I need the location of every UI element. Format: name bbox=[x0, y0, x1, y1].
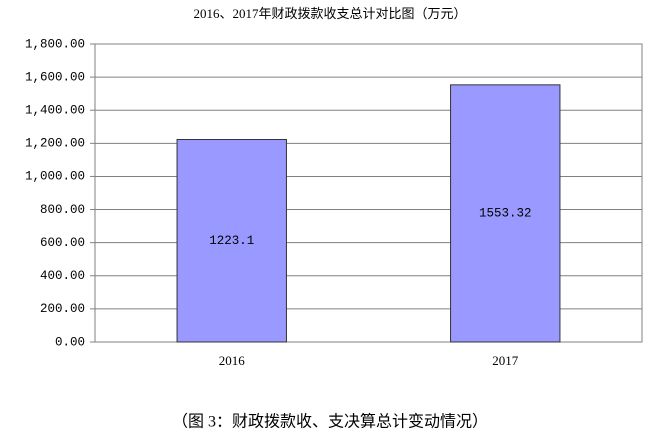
value-label: 1223.1 bbox=[209, 234, 254, 248]
value-label: 1553.32 bbox=[479, 207, 532, 221]
y-tick-label: 1,200.00 bbox=[25, 137, 85, 151]
y-tick-label: 600.00 bbox=[40, 236, 85, 250]
caption: （图 3：财政拨款收、支决算总计变动情况） bbox=[172, 412, 488, 431]
x-tick-label: 2017 bbox=[492, 353, 519, 368]
y-tick-label: 1,000.00 bbox=[25, 170, 85, 184]
y-tick-label: 800.00 bbox=[40, 203, 85, 217]
y-tick-label: 1,800.00 bbox=[25, 37, 85, 51]
y-tick-label: 200.00 bbox=[40, 302, 85, 316]
y-tick-label: 1,600.00 bbox=[25, 70, 85, 84]
x-tick-label: 2016 bbox=[219, 353, 246, 368]
bar bbox=[176, 139, 287, 343]
y-tick-label: 0.00 bbox=[55, 335, 85, 349]
chart-title: 2016、2017年财政拨款收支总计对比图（万元） bbox=[193, 6, 466, 21]
bar bbox=[450, 84, 561, 343]
y-tick-label: 400.00 bbox=[40, 269, 85, 283]
y-tick-label: 1,400.00 bbox=[25, 104, 85, 118]
